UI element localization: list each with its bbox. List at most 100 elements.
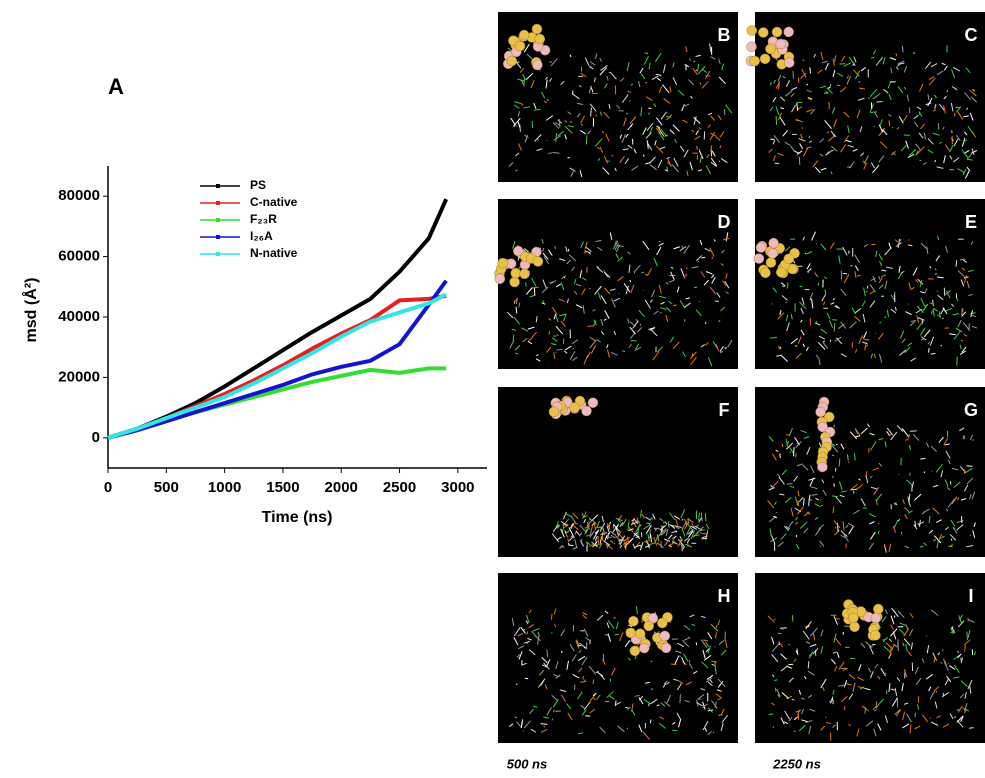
lipid (948, 663, 949, 664)
lipid (818, 283, 819, 286)
peptide-atom (760, 54, 770, 64)
lipid (790, 452, 791, 453)
x-tick-label: 0 (104, 479, 112, 496)
peptide-atom (498, 258, 508, 268)
panel-label: B (718, 25, 731, 45)
peptide-atom (519, 30, 529, 40)
peptide-atom (776, 267, 786, 277)
lipid (951, 539, 952, 541)
lipid (598, 536, 599, 543)
lipid (630, 280, 631, 282)
peptide-atom (660, 631, 670, 641)
panel-label: I (968, 586, 973, 606)
panel-label: E (965, 212, 977, 232)
caption: 500 ns (507, 756, 547, 771)
peptide-atom (756, 243, 766, 253)
lipid (780, 628, 787, 629)
series-line (108, 368, 446, 437)
lipid (697, 146, 698, 150)
lipid (520, 125, 521, 132)
lipid (581, 682, 586, 683)
caption: 2250 ns (772, 756, 821, 771)
lipid (869, 98, 870, 99)
peptide-atom (747, 42, 757, 52)
image-panel: B (498, 12, 738, 182)
lipid (593, 680, 594, 684)
lipid (967, 466, 973, 467)
lipid (614, 543, 615, 544)
lipid (650, 719, 651, 723)
peptide-atom (816, 407, 826, 417)
panel-label: A (108, 74, 124, 99)
peptide-atom (588, 398, 598, 408)
lipid (780, 454, 781, 458)
lipid (684, 546, 685, 549)
peptide-atom (511, 268, 521, 278)
lipid (641, 272, 644, 273)
y-axis-label: msd (Å²) (21, 278, 40, 343)
panel-bg (755, 199, 985, 369)
peptide-atom (635, 629, 645, 639)
peptide-atom (747, 25, 757, 35)
lipid (792, 615, 793, 621)
legend-label: C-native (250, 195, 298, 209)
panel-label: G (964, 400, 978, 420)
lipid (956, 260, 957, 266)
lipid (697, 155, 698, 160)
series-line (108, 296, 446, 438)
peptide-atom (661, 643, 671, 653)
x-axis-label: Time (ns) (262, 509, 333, 526)
lipid (673, 305, 677, 306)
lipid (800, 286, 803, 287)
panel-bg (755, 387, 985, 557)
lipid (878, 531, 879, 535)
lipid (820, 499, 821, 500)
lipid (679, 656, 681, 657)
lipid (933, 300, 934, 306)
peptide-atom (532, 24, 542, 34)
lipid (796, 453, 797, 457)
peptide-atom (769, 238, 779, 248)
lipid (825, 290, 826, 296)
y-tick-label: 80000 (58, 187, 100, 204)
peptide-atom (535, 34, 545, 44)
panel-bg (498, 387, 738, 557)
lipid (777, 512, 778, 513)
peptide-atom (768, 248, 778, 258)
peptide-atom (495, 274, 505, 284)
y-tick-label: 60000 (58, 248, 100, 265)
image-panel: C (746, 12, 985, 182)
lipid (867, 286, 868, 289)
series-line (108, 199, 446, 438)
peptide-atom (520, 269, 530, 279)
lipid (548, 153, 552, 154)
lipid (556, 352, 557, 353)
lipid (556, 133, 557, 142)
peptide-atom (570, 403, 580, 413)
peptide-atom (532, 60, 542, 70)
lipid (552, 632, 553, 633)
legend-marker (216, 184, 220, 188)
lipid (776, 116, 777, 125)
lipid (532, 121, 533, 128)
lipid (919, 112, 920, 115)
lipid (672, 730, 678, 731)
lipid (513, 335, 514, 341)
peptide-atom (657, 618, 667, 628)
lipid (910, 473, 911, 476)
peptide-atom (766, 258, 776, 268)
peptide-atom (750, 56, 760, 66)
peptide-atom (772, 27, 782, 37)
panel-label: D (718, 212, 731, 232)
peptide-atom (754, 254, 764, 264)
lipid (875, 333, 876, 334)
peptide-atom (871, 630, 881, 640)
lipid (586, 136, 587, 145)
lipid (646, 523, 650, 524)
y-tick-label: 40000 (58, 308, 100, 325)
image-panel: I (755, 573, 985, 743)
image-panel: H (498, 573, 738, 743)
peptide-atom (758, 27, 768, 37)
lipid (622, 351, 625, 352)
